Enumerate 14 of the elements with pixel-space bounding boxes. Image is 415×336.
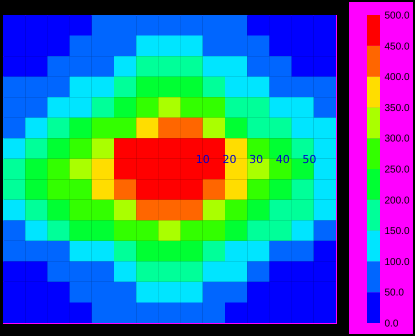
color-bar-label: 50.0 xyxy=(384,288,404,299)
color-bar-label: 150.0 xyxy=(384,226,410,238)
color-bar-label: 0.0 xyxy=(384,318,399,330)
color-bar-label: 450.0 xyxy=(384,41,410,52)
color-bar-label: 400.0 xyxy=(384,72,410,84)
color-bar-label: 250.0 xyxy=(384,164,410,176)
color-bar-label: 100.0 xyxy=(384,256,410,268)
annotation: 10 xyxy=(196,153,210,166)
color-bar-label: 500.0 xyxy=(384,10,410,22)
color-bar-label: 300.0 xyxy=(384,134,410,145)
annotation: 30 xyxy=(249,153,264,166)
annotation: 40 xyxy=(276,153,290,166)
color-bar-label: 350.0 xyxy=(384,102,410,114)
color-bar-label: 200.0 xyxy=(384,195,410,206)
